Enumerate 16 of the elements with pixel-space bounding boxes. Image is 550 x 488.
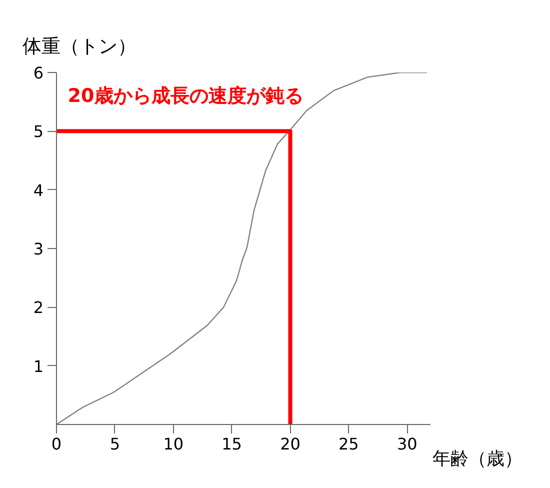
x-tick-label: 30 — [396, 434, 418, 454]
x-axis-title: 年齢（歳） — [432, 448, 522, 470]
y-tick-label: 5 — [33, 122, 44, 142]
y-tick-label: 3 — [33, 240, 44, 258]
y-tick-label: 1 — [33, 356, 44, 376]
y-tick-label: 4 — [33, 180, 44, 200]
x-tick-label: 25 — [338, 434, 359, 454]
y-tick-label: 2 — [33, 298, 44, 318]
annotation: 20歳から成長の速度が鈍る — [68, 85, 304, 108]
y-axis-title: 体重（トン） — [22, 36, 136, 58]
x-tick-label: 20 — [280, 434, 300, 454]
y-tick-label: 6 — [33, 64, 44, 82]
x-tick-label: 5 — [110, 434, 120, 454]
x-tick-label: 0 — [51, 434, 62, 454]
x-tick-label: 15 — [222, 434, 242, 454]
x-tick-label: 10 — [163, 434, 184, 454]
